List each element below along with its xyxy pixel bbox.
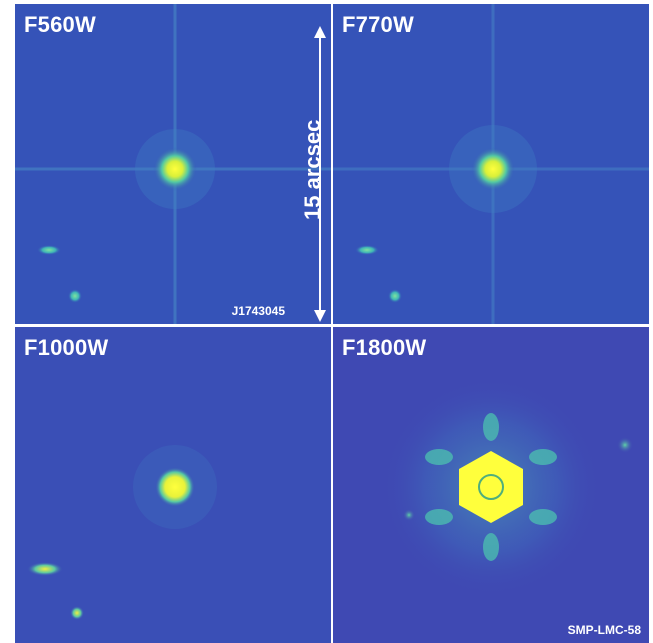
filter-label-f560w: F560W bbox=[24, 12, 96, 37]
filter-label-f1000w: F1000W bbox=[24, 335, 109, 360]
f1000w-image bbox=[27, 445, 217, 620]
image-panel-f1000w: F1000W bbox=[15, 327, 331, 643]
f1800w-image bbox=[381, 377, 633, 597]
scale-bar-arrow bbox=[314, 26, 326, 322]
filter-label-f770w: F770W bbox=[342, 12, 414, 37]
scale-label: 15 arcsec bbox=[300, 119, 325, 220]
f770w-image bbox=[333, 4, 649, 324]
filter-label-f1800w: F1800W bbox=[342, 335, 427, 360]
lmc-target-label: SMP-LMC-58 bbox=[567, 623, 641, 637]
f560w-image bbox=[15, 4, 331, 324]
image-panel-f560w: F560W J1743045 bbox=[15, 4, 331, 324]
target-name-label: J1743045 bbox=[231, 304, 285, 318]
image-panel-f1800w: F1800W SMP-LMC-58 bbox=[333, 327, 649, 643]
image-panel-f770w: F770W bbox=[333, 4, 649, 324]
